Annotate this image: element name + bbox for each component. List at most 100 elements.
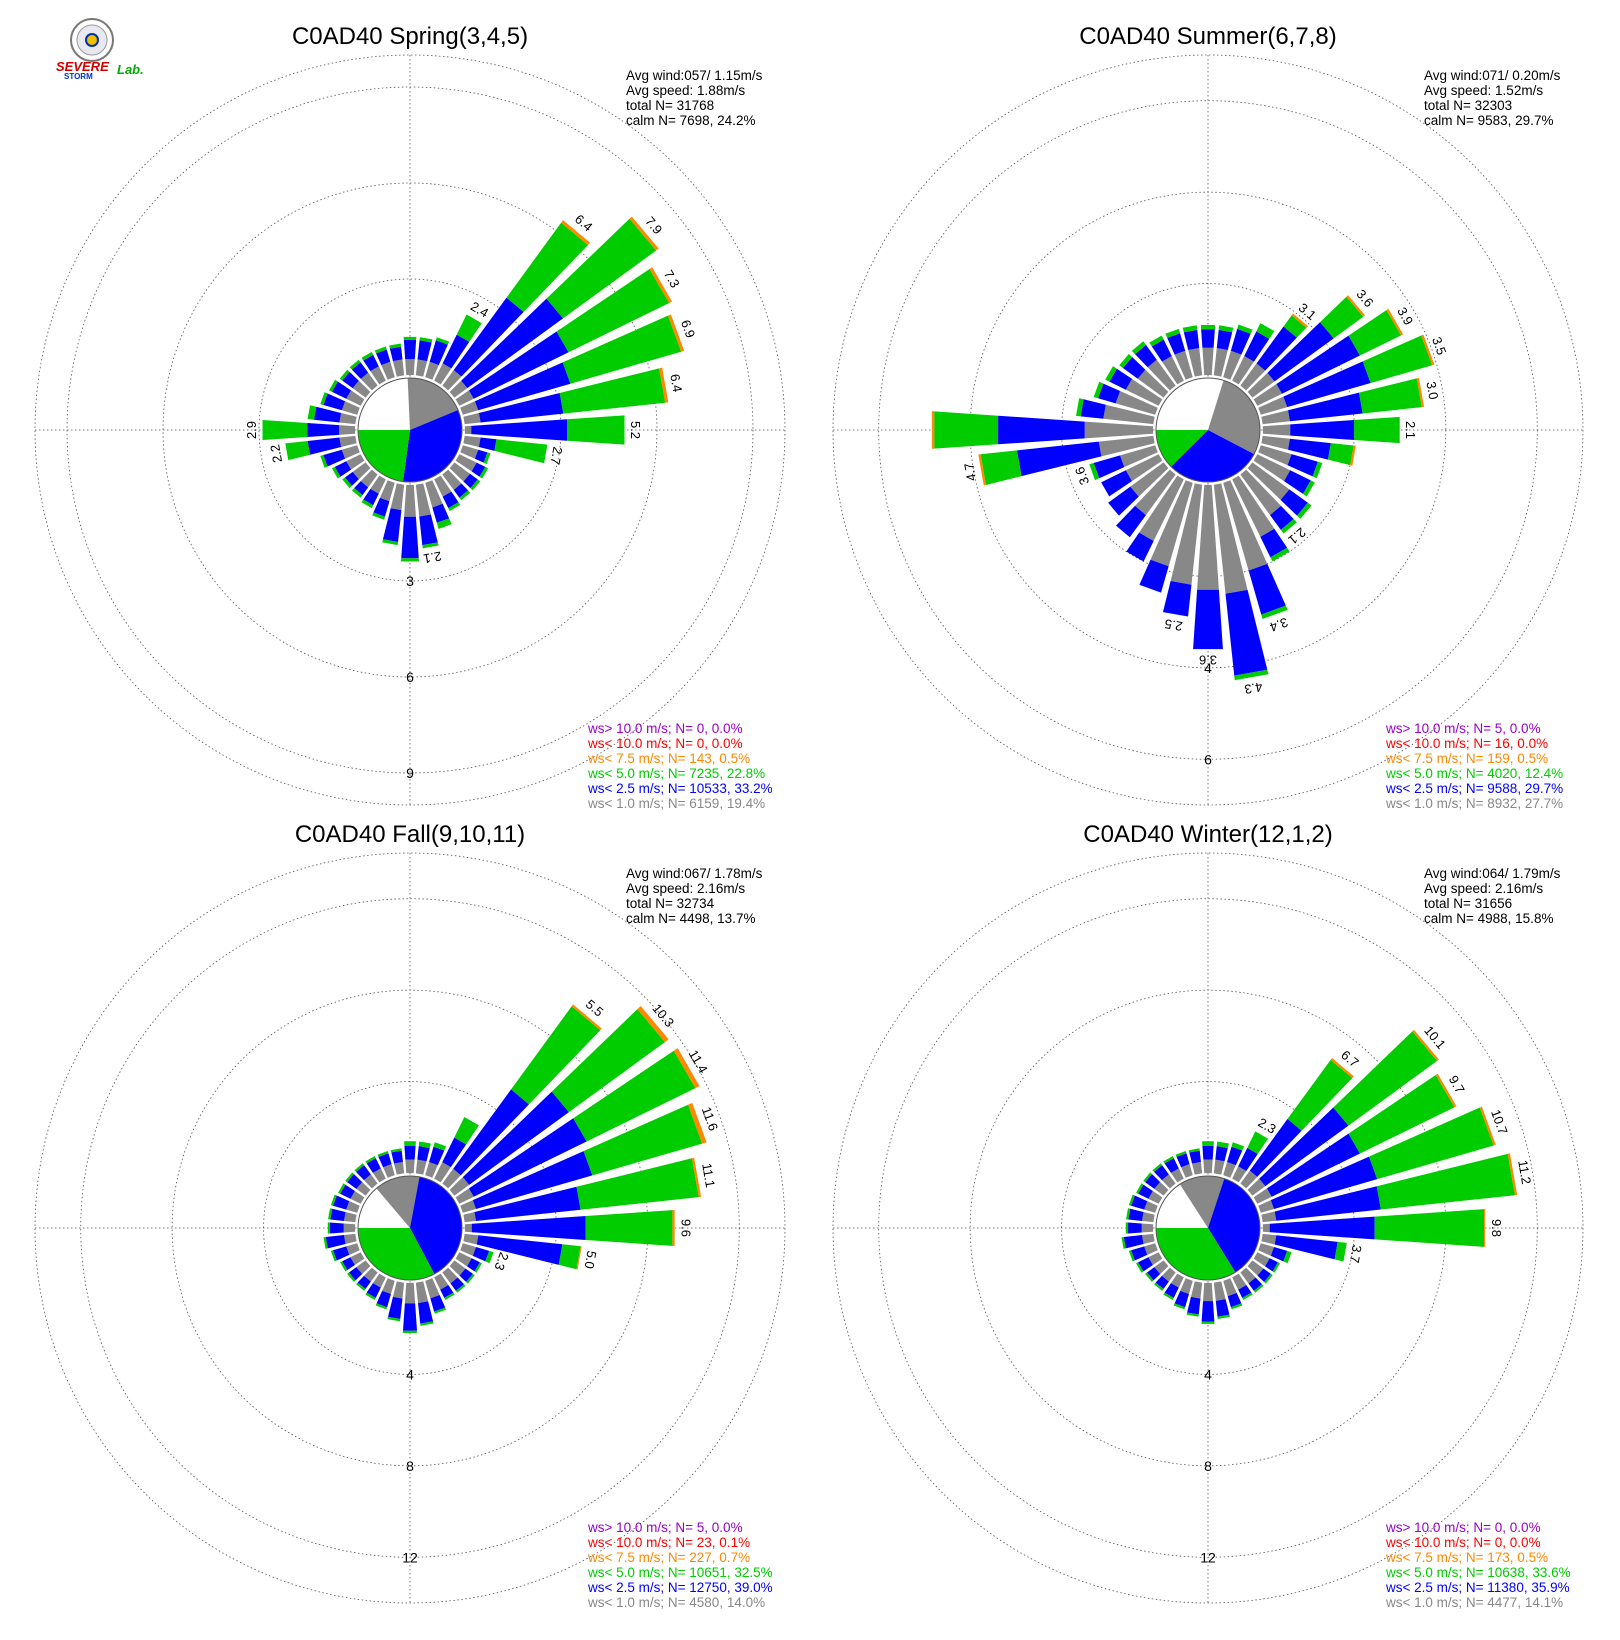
bar-segment-lt5 [470, 479, 481, 491]
bar-segment-lt25 [1193, 589, 1223, 650]
bar-segment-lt25 [334, 461, 352, 477]
bar-segment-lt1 [356, 1181, 371, 1196]
bar-segment-lt25 [348, 1267, 363, 1281]
bar-segment-lt25 [376, 349, 391, 366]
bar-segment-lt1 [1262, 1223, 1270, 1233]
bar-segment-lt5 [328, 1208, 333, 1220]
bar-segment-lt1 [339, 412, 357, 425]
legend-entry: ws< 10.0 m/s; N= 0, 0.0% [587, 736, 743, 751]
bar-segment-lt5 [1201, 1321, 1215, 1324]
stat-line: Avg speed: 1.52m/s [1424, 83, 1543, 98]
bar-segment-lt25 [363, 354, 379, 372]
bar-segment-lt5 [1320, 296, 1364, 339]
bar-segment-lt25 [1259, 1107, 1349, 1187]
bar-segment-lt5 [330, 1194, 337, 1206]
bar-segment-lt1 [1154, 1181, 1169, 1196]
legend-entry: ws< 2.5 m/s; N= 9588, 29.7% [1385, 781, 1563, 796]
bar-segment-lt1 [434, 475, 452, 497]
bar-segment-lt25 [429, 1146, 445, 1166]
bar-segment-lt1 [1125, 454, 1163, 482]
bar-segment-lt1 [405, 359, 415, 376]
bar-segment-lt1 [404, 484, 416, 517]
bar-segment-lt1 [1150, 480, 1193, 567]
bar-segment-lt25 [1283, 361, 1371, 408]
bar-segment-lt5 [1348, 310, 1402, 356]
bar-value-label: 5.2 [628, 421, 643, 439]
bar-value-label: 2.7 [547, 446, 565, 466]
bar-segment-lt25 [442, 1137, 467, 1168]
legend-entry: ws< 7.5 m/s; N= 143, 0.5% [587, 751, 750, 766]
calm-pie-slice [358, 1188, 410, 1228]
bar-segment-lt25 [342, 371, 359, 389]
calm-pie-slice [1208, 380, 1260, 455]
bar-segment-lt25 [474, 362, 571, 411]
bar-segment-lt5 [347, 1272, 356, 1282]
bar-segment-lt1 [1223, 480, 1268, 571]
bar-segment-lt1 [360, 372, 378, 391]
ring-label: 9 [406, 765, 414, 781]
bar-segment-lt1 [415, 359, 428, 377]
bar-segment-lt5 [365, 1292, 376, 1300]
bar-segment-lt1 [346, 454, 365, 470]
bar-segment-lt1 [1141, 1233, 1155, 1244]
bar-segment-lt5 [1186, 1312, 1199, 1317]
bar-segment-lt5 [1200, 324, 1216, 330]
bar-segment-lt25 [1080, 399, 1106, 419]
bar-segment-lt25 [373, 497, 390, 517]
bar-segment-lt25 [1225, 589, 1268, 676]
bar-segment-lt1 [383, 1164, 395, 1178]
bar-segment-lt1 [350, 1252, 365, 1266]
grid-ring-outer [832, 54, 1584, 806]
bar-segment-lt25 [478, 437, 497, 451]
bar-segment-lt1 [346, 1243, 360, 1255]
bar-segment-lt25 [1227, 1292, 1242, 1308]
bar-segment-lt5 [374, 346, 387, 354]
bar-segment-lt5 [573, 1050, 696, 1142]
bar-segment-lt5 [285, 440, 311, 461]
bar-segment-lt25 [1201, 1301, 1215, 1322]
bar-segment-lt5 [479, 466, 489, 479]
bar-segment-lt25 [1162, 581, 1192, 617]
bar-segment-lt5 [1256, 323, 1275, 339]
bar-segment-lt25 [1138, 1184, 1153, 1199]
stat-line: total N= 31656 [1424, 896, 1512, 911]
bar-segment-lt5 [448, 502, 461, 512]
bar-segment-lt1 [339, 425, 356, 435]
stat-line: Avg wind:067/ 1.78m/s [626, 866, 763, 881]
bar-segment-lt1 [442, 1267, 458, 1284]
bar-segment-lt75 [978, 454, 986, 486]
bar-segment-lt1 [1154, 1260, 1169, 1275]
stat-line: calm N= 7698, 24.2% [626, 113, 755, 128]
bar-value-label: 2.4 [468, 299, 491, 321]
bar-segment-lt1 [1170, 483, 1203, 585]
bar-segment-lt1 [372, 1273, 386, 1288]
bar-segment-lt5 [422, 542, 439, 549]
bar-segment-lt25 [1270, 1247, 1288, 1262]
bar-segment-lt75 [659, 367, 669, 403]
bar-segment-lt5 [1182, 325, 1198, 333]
bar-segment-lt1 [1103, 404, 1155, 425]
bar-segment-lt25 [1108, 486, 1139, 516]
bar-segment-lt25 [467, 1258, 480, 1272]
bar-segment-lt1 [1202, 347, 1214, 376]
bar-value-label: 5.0 [581, 1250, 599, 1270]
bar-segment-lt25 [1131, 1246, 1148, 1261]
bar-segment-lt25 [342, 1257, 355, 1271]
bar-segment-lt5 [506, 222, 588, 312]
bar-segment-lt5 [551, 1009, 665, 1113]
calm-pie-slice [358, 430, 410, 482]
bar-segment-lt25 [325, 1235, 346, 1249]
bar-value-label: 3.0 [1423, 380, 1441, 400]
ring-label: 3 [406, 573, 414, 589]
panel-title: C0AD40 Fall(9,10,11) [295, 821, 525, 848]
bar-segment-lt5 [444, 1292, 455, 1300]
bar-segment-lt1 [341, 445, 360, 459]
bar-segment-lt5 [1163, 1156, 1174, 1164]
bar-value-label: 3.9 [1394, 305, 1416, 328]
bar-segment-lt25 [450, 1277, 464, 1291]
bar-segment-lt25 [357, 1275, 371, 1290]
bar-segment-lt5 [339, 369, 350, 381]
bar-segment-lt1 [346, 390, 365, 406]
bar-segment-lt25 [472, 1247, 490, 1262]
bar-segment-lt25 [1257, 1268, 1271, 1282]
